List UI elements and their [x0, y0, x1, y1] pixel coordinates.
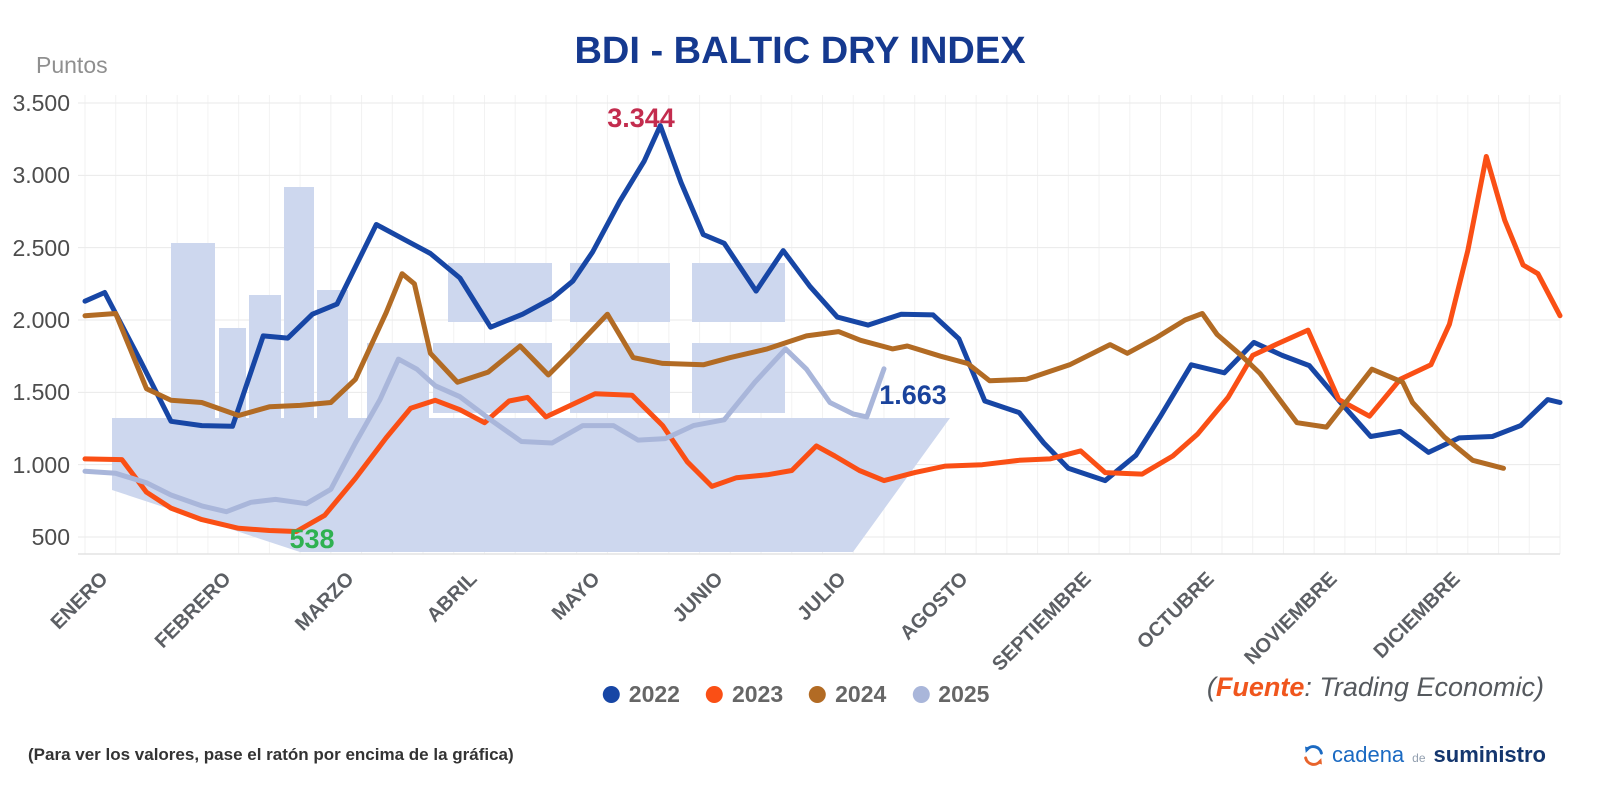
legend-dot-2024 — [809, 686, 827, 703]
legend-label-2023: 2023 — [731, 681, 784, 707]
ship-container-watermark — [570, 343, 670, 413]
ship-container-watermark — [570, 263, 670, 322]
ship-container-watermark — [448, 263, 552, 322]
legend-item-2023[interactable]: 2023 — [705, 681, 784, 708]
source-open-paren: ( — [1206, 672, 1216, 702]
series-line-2024[interactable] — [82, 271, 1506, 471]
ship-hull-watermark — [112, 418, 950, 552]
legend-label-2024: 2024 — [835, 681, 887, 707]
chart-title: BDI - BALTIC DRY INDEX — [574, 30, 1026, 72]
source-close-paren: ) — [1535, 672, 1544, 702]
legend-label-2022: 2022 — [628, 681, 680, 707]
legend-item-2024[interactable]: 2024 — [809, 681, 886, 708]
annotation-538: 538 — [289, 524, 335, 554]
legend-dot-2025 — [912, 686, 930, 703]
source-name: Trading Economic — [1319, 672, 1535, 702]
y-tick-1000: 1.000 — [12, 451, 70, 478]
y-tick-1500: 1.500 — [12, 379, 70, 406]
y-tick-500: 500 — [31, 524, 70, 550]
series-line-2022[interactable] — [82, 123, 1563, 484]
annotation-3344: 3.344 — [607, 103, 675, 133]
legend-item-2022[interactable]: 2022 — [602, 681, 680, 708]
hover-hint-note: (Para ver los valores, pase el ratón por… — [28, 745, 514, 764]
source-note: (Fuente: Trading Economic) — [1207, 672, 1544, 703]
logo-word-suministro: suministro — [1433, 742, 1546, 767]
legend-label-2025: 2025 — [938, 681, 990, 707]
y-tick-2000: 2.000 — [12, 307, 70, 333]
source-fuente-label: Fuente — [1215, 672, 1305, 702]
chart-plot-area[interactable] — [0, 0, 1600, 620]
logo-word-cadena: cadena — [1331, 742, 1405, 767]
y-tick-3000: 3.000 — [12, 162, 70, 189]
legend-dot-2023 — [705, 686, 723, 703]
source-colon: : — [1304, 672, 1320, 702]
circular-arrows-icon — [1304, 744, 1323, 766]
annotation-1663: 1.663 — [879, 380, 947, 410]
series-line-2023[interactable] — [82, 154, 1563, 534]
y-tick-3500: 3.500 — [12, 90, 70, 116]
logo-word-de: de — [1412, 751, 1426, 765]
legend: 2022 2023 2024 2025 — [602, 681, 989, 708]
ship-container-watermark — [284, 187, 314, 418]
legend-dot-2022 — [602, 686, 620, 703]
legend-item-2025[interactable]: 2025 — [912, 681, 989, 708]
series-line-2025[interactable] — [82, 346, 887, 515]
y-tick-2500: 2.500 — [12, 234, 70, 261]
ship-container-watermark — [171, 243, 215, 418]
site-logo[interactable]: cadena de suministro — [1302, 742, 1546, 768]
y-axis-unit-label: Puntos — [36, 52, 108, 78]
